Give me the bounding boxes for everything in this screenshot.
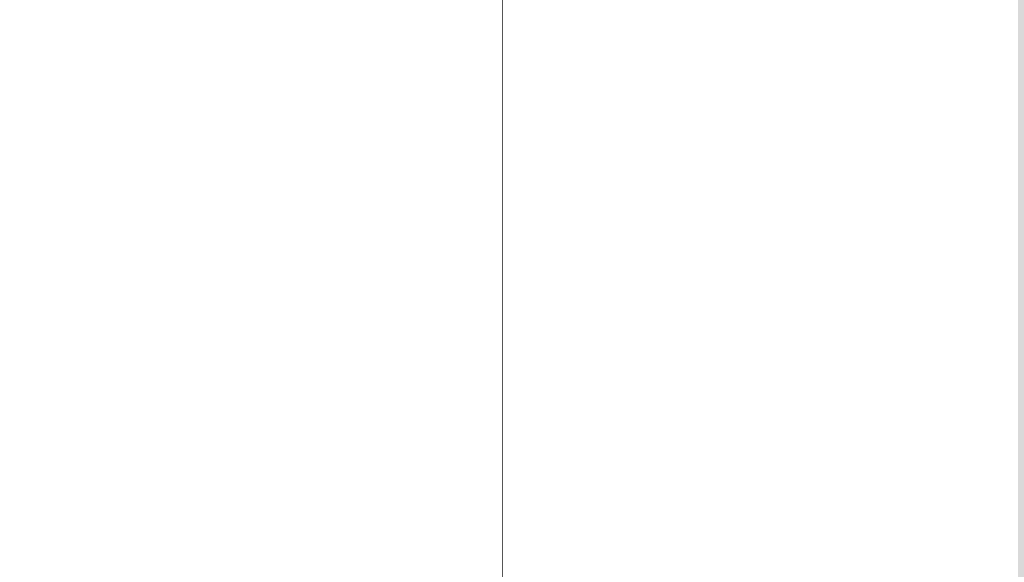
right-border — [1018, 0, 1024, 577]
panel-divider — [502, 0, 503, 577]
